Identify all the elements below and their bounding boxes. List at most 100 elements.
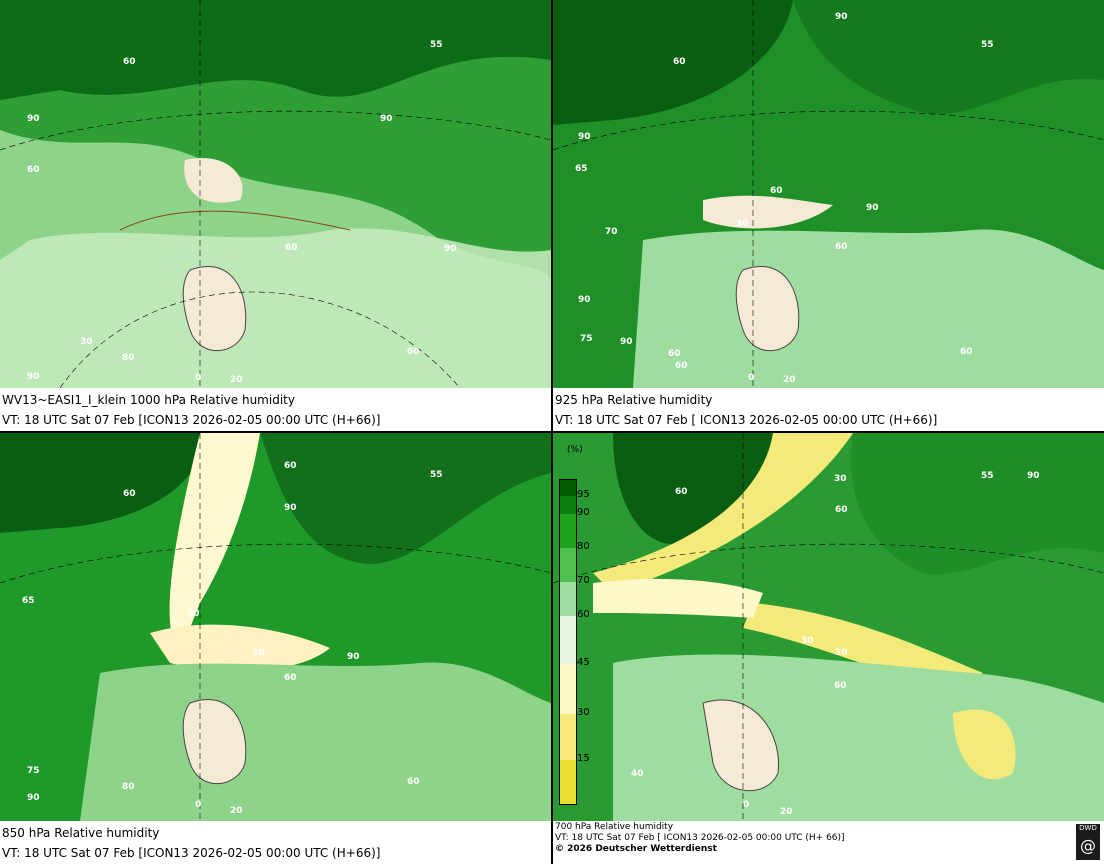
- legend-swatch: [560, 514, 576, 548]
- contour-label: 60: [960, 347, 973, 357]
- contour-label: 75: [27, 766, 40, 776]
- legend-tick: 45: [577, 657, 590, 668]
- caption-title: WV13~EASI1_I_klein 1000 hPa Relative hum…: [2, 393, 295, 407]
- caption-title: 700 hPa Relative humidity: [555, 822, 674, 832]
- caption-validity: VT: 18 UTC Sat 07 Feb [ ICON13 2026-02-0…: [555, 413, 938, 427]
- humidity-map-1000: 60 55 90 90 60 60 90 90 80 30 0 20 60: [0, 0, 551, 388]
- contour-label: 60: [673, 57, 686, 67]
- panel-850hpa: 60 60 55 90 30 30 90 60 65 75 90 80 0 20…: [0, 433, 551, 864]
- contour-label: 30: [801, 636, 814, 646]
- meridian-label: 0: [748, 373, 754, 383]
- contour-label: 55: [430, 470, 443, 480]
- caption-title: 850 hPa Relative humidity: [2, 826, 160, 840]
- legend-colorbar: [559, 479, 577, 805]
- dwd-logo: DWD @: [1076, 824, 1100, 860]
- humidity-map-925: 90 55 60 90 60 90 30 60 75 90 70 65 60 0…: [553, 0, 1104, 388]
- legend-tick: 15: [577, 753, 590, 764]
- meridian-label: 0: [195, 373, 201, 383]
- legend-tick: 70: [577, 575, 590, 586]
- contour-label: 90: [380, 114, 393, 124]
- contour-label: 75: [580, 334, 593, 344]
- contour-label: 90: [578, 295, 591, 305]
- contour-label: 55: [430, 40, 443, 50]
- legend-swatch: [560, 664, 576, 714]
- contour-label: 60: [284, 673, 297, 683]
- contour-label: 60: [27, 165, 40, 175]
- meridian-label: 20: [230, 806, 243, 816]
- map-850hpa: 60 60 55 90 30 30 90 60 65 75 90 80 0 20…: [0, 433, 551, 821]
- map-1000hpa: 60 55 90 90 60 60 90 90 80 30 0 20 60: [0, 0, 551, 388]
- panel-divider-horizontal: [0, 431, 1104, 433]
- contour-label: 30: [187, 609, 200, 619]
- contour-label: 60: [835, 242, 848, 252]
- caption-title: 925 hPa Relative humidity: [555, 393, 713, 407]
- copyright: © 2026 Deutscher Wetterdienst: [555, 844, 717, 854]
- panel-caption: 700 hPa Relative humidity VT: 18 UTC Sat…: [555, 822, 845, 855]
- contour-label: 65: [575, 164, 588, 174]
- panel-1000hpa: 60 55 90 90 60 60 90 90 80 30 0 20 60 WV…: [0, 0, 551, 431]
- swirl-icon: @: [1080, 836, 1096, 855]
- legend-swatch: [560, 714, 576, 760]
- contour-label: 30: [834, 474, 847, 484]
- meridian-label: 20: [230, 375, 243, 385]
- legend-swatch: [560, 496, 576, 514]
- contour-label: 60: [285, 243, 298, 253]
- legend-swatch: [560, 760, 576, 804]
- contour-label: 40: [631, 769, 644, 779]
- contour-label: 90: [866, 203, 879, 213]
- contour-label: 60: [284, 461, 297, 471]
- contour-label: 55: [981, 471, 994, 481]
- contour-label: 30: [80, 337, 93, 347]
- contour-label: 60: [407, 347, 420, 357]
- legend-swatch: [560, 548, 576, 582]
- contour-label: 60: [675, 361, 688, 371]
- humidity-legend: (%) 95 90 80 70 60 45 30 15: [557, 441, 601, 809]
- contour-label: 60: [834, 681, 847, 691]
- contour-label: 30: [252, 648, 265, 658]
- contour-label: 90: [27, 372, 40, 382]
- panel-700hpa: 60 30 60 55 90 30 30 60 40 0 20 (%): [553, 433, 1104, 864]
- contour-label: 30: [736, 219, 749, 229]
- meridian-label: 20: [780, 807, 793, 817]
- legend-swatch: [560, 582, 576, 616]
- legend-tick: 95: [577, 489, 590, 500]
- panel-caption: 850 hPa Relative humidity VT: 18 UTC Sat…: [2, 823, 380, 863]
- contour-label: 70: [605, 227, 618, 237]
- legend-swatch: [560, 480, 576, 496]
- legend-tick: 60: [577, 609, 590, 620]
- contour-label: 90: [620, 337, 633, 347]
- contour-label: 60: [835, 505, 848, 515]
- contour-label: 90: [284, 503, 297, 513]
- logo-text: DWD: [1079, 824, 1097, 832]
- contour-label: 65: [22, 596, 35, 606]
- humidity-map-850: 60 60 55 90 30 30 90 60 65 75 90 80 0 20…: [0, 433, 551, 821]
- contour-label: 60: [123, 489, 136, 499]
- contour-label: 60: [668, 349, 681, 359]
- caption-validity: VT: 18 UTC Sat 07 Feb [ ICON13 2026-02-0…: [555, 833, 845, 843]
- contour-label: 80: [122, 782, 135, 792]
- contour-label: 90: [444, 244, 457, 254]
- contour-label: 90: [1027, 471, 1040, 481]
- panel-caption: WV13~EASI1_I_klein 1000 hPa Relative hum…: [2, 390, 380, 430]
- contour-label: 60: [675, 487, 688, 497]
- panel-caption: 925 hPa Relative humidity VT: 18 UTC Sat…: [555, 390, 937, 430]
- contour-label: 90: [578, 132, 591, 142]
- contour-label: 90: [27, 793, 40, 803]
- caption-validity: VT: 18 UTC Sat 07 Feb [ICON13 2026-02-05…: [2, 846, 381, 860]
- contour-label: 90: [835, 12, 848, 22]
- meridian-label: 0: [743, 800, 749, 810]
- contour-label: 90: [347, 652, 360, 662]
- map-925hpa: 90 55 60 90 60 90 30 60 75 90 70 65 60 0…: [553, 0, 1104, 388]
- contour-label: 30: [835, 648, 848, 658]
- legend-unit: (%): [567, 445, 583, 455]
- contour-label: 90: [27, 114, 40, 124]
- legend-tick: 30: [577, 707, 590, 718]
- contour-label: 55: [981, 40, 994, 50]
- humidity-map-700: 60 30 60 55 90 30 30 60 40 0 20: [553, 433, 1104, 821]
- legend-tick: 90: [577, 507, 590, 518]
- contour-label: 80: [122, 353, 135, 363]
- contour-label: 60: [123, 57, 136, 67]
- panel-925hpa: 90 55 60 90 60 90 30 60 75 90 70 65 60 0…: [553, 0, 1104, 431]
- legend-tick: 80: [577, 541, 590, 552]
- meridian-label: 0: [195, 800, 201, 810]
